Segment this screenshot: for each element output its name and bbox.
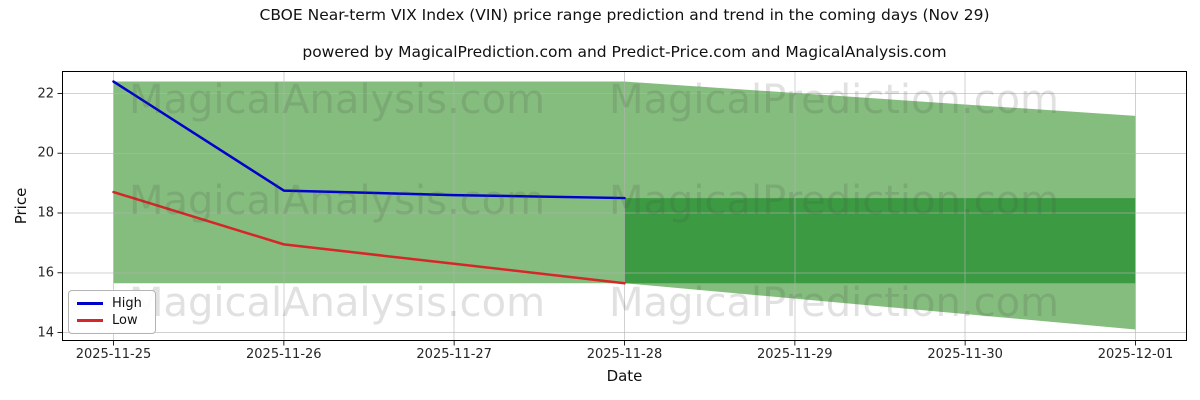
y-tick-label: 20 bbox=[37, 145, 54, 161]
x-tick-label: 2025-11-25 bbox=[75, 347, 152, 362]
watermark-analysis: MagicalAnalysis.com bbox=[129, 77, 546, 123]
watermark-prediction: MagicalPrediction.com bbox=[609, 77, 1059, 123]
y-tick-label: 16 bbox=[37, 265, 54, 281]
legend-item-low: Low bbox=[77, 312, 155, 329]
chart-title: CBOE Near-term VIX Index (VIN) price ran… bbox=[259, 6, 990, 24]
x-tick-label: 2025-11-27 bbox=[416, 347, 492, 362]
x-tick-label: 2025-11-28 bbox=[586, 347, 663, 362]
watermark-analysis: MagicalAnalysis.com bbox=[129, 178, 546, 224]
y-tick-label: 22 bbox=[37, 86, 54, 101]
watermark-prediction: MagicalPrediction.com bbox=[609, 280, 1059, 326]
x-tick-label: 2025-11-29 bbox=[757, 347, 833, 362]
y-tick-label: 14 bbox=[37, 325, 54, 340]
low-line-swatch bbox=[77, 319, 103, 322]
legend-label: Low bbox=[112, 313, 138, 328]
x-tick-label: 2025-11-26 bbox=[246, 347, 322, 362]
watermark-prediction: MagicalPrediction.com bbox=[609, 178, 1059, 224]
legend: High Low bbox=[68, 290, 156, 334]
chart-subtitle: powered by MagicalPrediction.com and Pre… bbox=[302, 43, 947, 61]
high-line-swatch bbox=[77, 302, 103, 305]
x-axis-label: Date bbox=[606, 367, 643, 385]
y-axis-label: Price bbox=[12, 187, 30, 225]
legend-label: High bbox=[112, 296, 142, 311]
watermark-analysis: MagicalAnalysis.com bbox=[129, 280, 546, 326]
legend-item-high: High bbox=[77, 295, 155, 312]
x-tick-label: 2025-12-01 bbox=[1097, 347, 1174, 362]
x-tick-label: 2025-11-30 bbox=[927, 347, 1003, 362]
y-tick-label: 18 bbox=[37, 205, 54, 221]
